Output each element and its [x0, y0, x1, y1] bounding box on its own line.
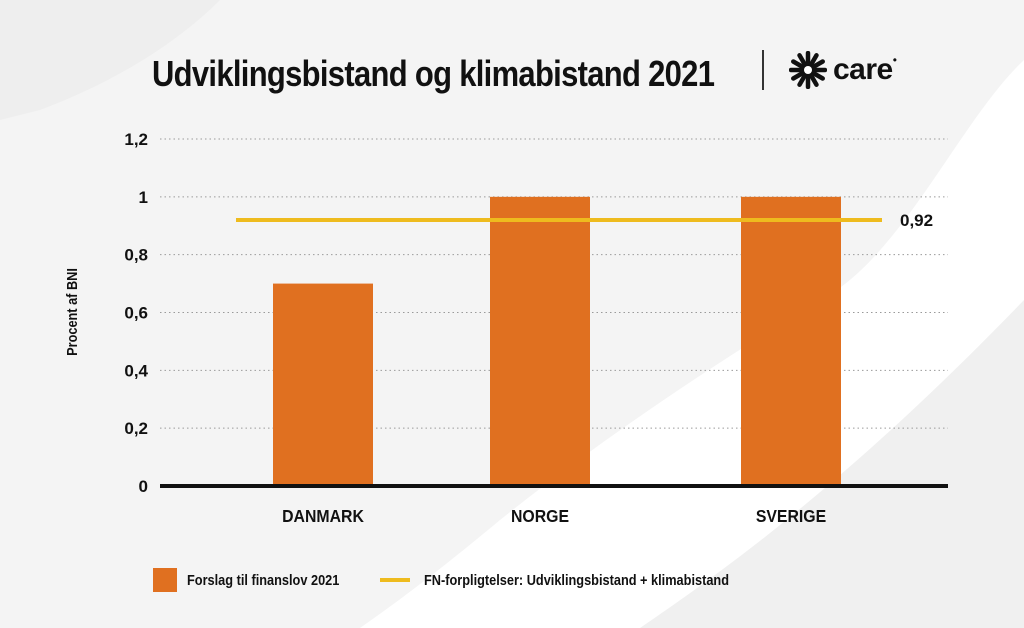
title-divider: [762, 50, 764, 90]
bar-sverige: [741, 196, 841, 487]
logo-dot: •: [892, 53, 897, 67]
bar-danmark: [273, 283, 373, 486]
x-tick-label: NORGE: [511, 506, 569, 526]
legend-swatch-line: [380, 578, 410, 582]
y-tick-label: 1,2: [124, 130, 148, 149]
y-tick-label: 1: [139, 188, 148, 207]
x-tick-label: SVERIGE: [756, 506, 826, 526]
legend-label-line: FN-forpligtelser: Udviklingsbistand + kl…: [424, 571, 729, 589]
legend-swatch-bar: [153, 568, 177, 592]
logo-text: care: [833, 53, 893, 86]
legend-item-line: FN-forpligtelser: Udviklingsbistand + kl…: [380, 568, 783, 592]
page-title: Udviklingsbistand og klimabistand 2021: [152, 53, 715, 94]
y-tick-label: 0: [139, 477, 148, 496]
x-tick-label: DANMARK: [282, 506, 364, 526]
legend-item-bar: Forslag til finanslov 2021: [153, 568, 366, 592]
care-logo: care •: [789, 50, 897, 90]
reference-line-label: 0,92: [900, 211, 933, 230]
care-starburst-icon: [789, 51, 827, 89]
y-tick-label: 0,4: [124, 361, 148, 380]
y-tick-label: 0,6: [124, 304, 148, 323]
legend-label-bar: Forslag til finanslov 2021: [187, 571, 340, 589]
y-tick-label: 0,2: [124, 419, 148, 438]
y-tick-label: 0,8: [124, 246, 148, 265]
bar-norge: [490, 196, 590, 487]
y-axis-label: Procent af BNI: [63, 268, 80, 356]
